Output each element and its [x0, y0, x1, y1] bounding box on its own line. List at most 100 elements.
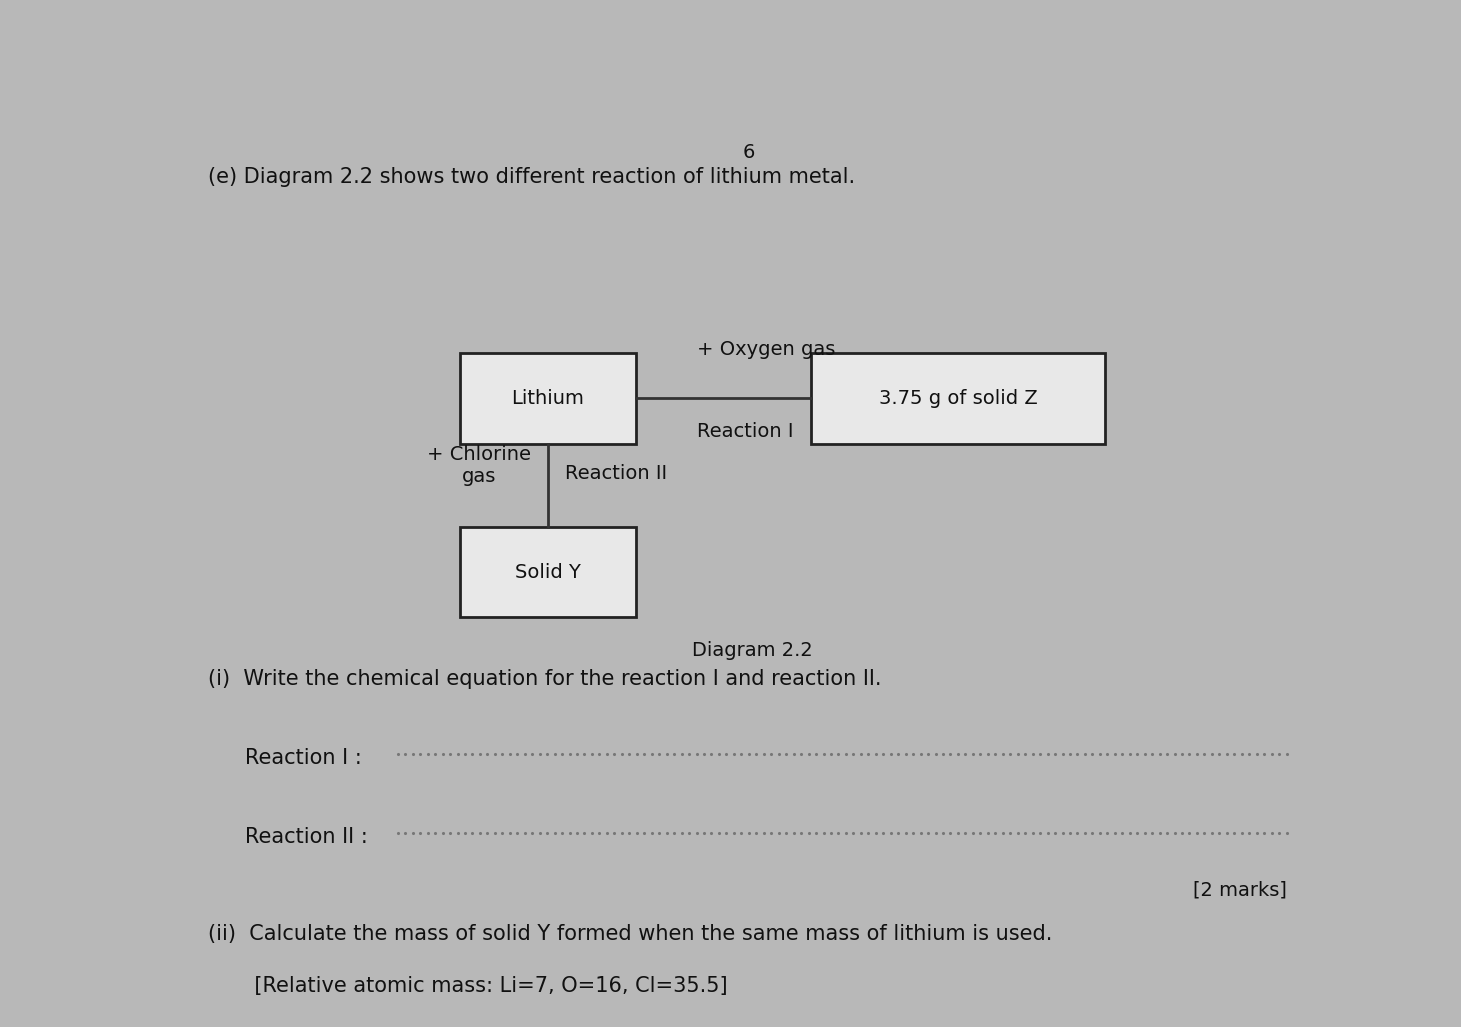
Point — [1103, 825, 1126, 841]
Point — [789, 825, 812, 841]
Point — [625, 825, 649, 841]
Bar — [811, 352, 1106, 444]
Point — [498, 825, 522, 841]
Point — [827, 746, 850, 762]
Point — [1163, 825, 1186, 841]
Point — [678, 746, 701, 762]
Point — [655, 746, 678, 762]
Text: Diagram 2.2: Diagram 2.2 — [693, 641, 812, 660]
Point — [633, 746, 656, 762]
Point — [849, 746, 872, 762]
Point — [1259, 825, 1283, 841]
Point — [580, 746, 603, 762]
Point — [1178, 746, 1201, 762]
Point — [416, 746, 440, 762]
Point — [887, 746, 910, 762]
Point — [842, 746, 865, 762]
Text: Lithium: Lithium — [511, 388, 584, 408]
Point — [834, 746, 858, 762]
Point — [1074, 746, 1097, 762]
Point — [431, 825, 454, 841]
Point — [782, 825, 805, 841]
Point — [1081, 825, 1105, 841]
Point — [520, 825, 543, 841]
Point — [1065, 746, 1088, 762]
Point — [543, 825, 567, 841]
Point — [513, 746, 536, 762]
Point — [812, 825, 836, 841]
Point — [1178, 825, 1201, 841]
Point — [565, 746, 589, 762]
Point — [923, 746, 947, 762]
Point — [640, 825, 663, 841]
Point — [424, 825, 447, 841]
Point — [611, 825, 634, 841]
Point — [1252, 746, 1275, 762]
Point — [1141, 746, 1164, 762]
Point — [894, 825, 918, 841]
Point — [453, 825, 476, 841]
Point — [820, 825, 843, 841]
Point — [587, 746, 611, 762]
Point — [662, 825, 685, 841]
Point — [386, 746, 409, 762]
Point — [1065, 825, 1088, 841]
Point — [424, 746, 447, 762]
Point — [1036, 746, 1059, 762]
Point — [1110, 746, 1134, 762]
Point — [1088, 746, 1112, 762]
Point — [760, 746, 783, 762]
Bar — [460, 527, 636, 617]
Text: Solid Y: Solid Y — [514, 563, 580, 581]
Point — [729, 746, 752, 762]
Text: Reaction II: Reaction II — [565, 463, 666, 483]
Point — [662, 746, 685, 762]
Point — [618, 746, 641, 762]
Point — [1125, 746, 1148, 762]
Point — [1170, 746, 1194, 762]
Point — [693, 825, 716, 841]
Point — [916, 746, 939, 762]
Point — [1021, 825, 1045, 841]
Point — [1074, 825, 1097, 841]
Point — [1125, 825, 1148, 841]
Text: Reaction II :: Reaction II : — [245, 827, 368, 847]
Point — [1216, 825, 1239, 841]
Point — [685, 746, 709, 762]
Point — [1163, 746, 1186, 762]
Point — [1208, 825, 1232, 841]
Point — [1245, 825, 1268, 841]
Point — [947, 746, 970, 762]
Point — [722, 825, 745, 841]
Point — [1185, 825, 1208, 841]
Point — [1268, 825, 1292, 841]
Point — [1230, 825, 1254, 841]
Point — [393, 746, 416, 762]
Point — [796, 746, 820, 762]
Point — [527, 825, 551, 841]
Point — [722, 746, 745, 762]
Point — [923, 825, 947, 841]
Point — [983, 825, 1007, 841]
Point — [1208, 746, 1232, 762]
Point — [438, 825, 462, 841]
Text: 3.75 g of solid Z: 3.75 g of solid Z — [880, 388, 1037, 408]
Point — [587, 825, 611, 841]
Point — [1223, 825, 1246, 841]
Point — [1118, 825, 1141, 841]
Point — [431, 746, 454, 762]
Point — [872, 825, 896, 841]
Point — [1259, 746, 1283, 762]
Point — [1029, 825, 1052, 841]
Point — [961, 746, 985, 762]
Point — [954, 825, 977, 841]
Point — [774, 825, 798, 841]
Point — [1096, 746, 1119, 762]
Text: [2 marks]: [2 marks] — [1192, 881, 1287, 900]
Point — [969, 746, 992, 762]
Point — [655, 825, 678, 841]
Point — [767, 825, 790, 841]
Point — [1201, 746, 1224, 762]
Point — [468, 825, 491, 841]
Point — [671, 825, 694, 841]
